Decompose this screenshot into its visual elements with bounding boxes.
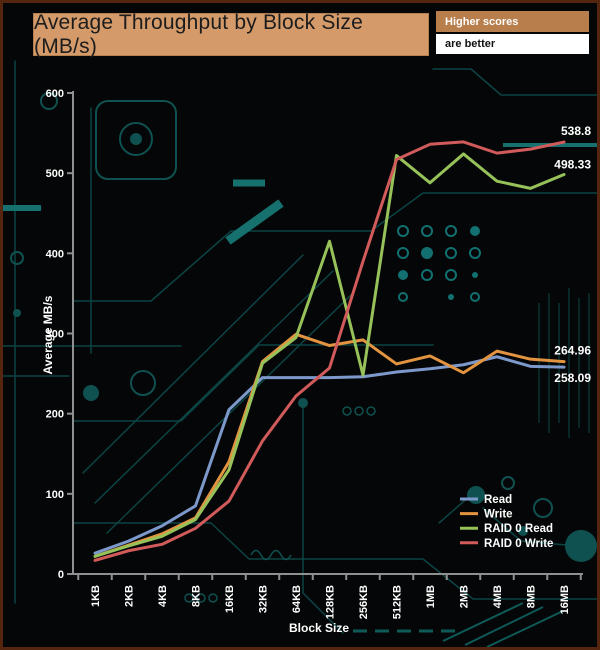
y-tick-label: 0: [58, 569, 64, 581]
legend-label-write: Write: [484, 509, 513, 521]
x-tick-label: 8KB: [191, 585, 203, 607]
legend-label-read: Read: [484, 494, 512, 506]
end-label-write: 264.96: [554, 344, 591, 358]
y-tick-label: 300: [46, 329, 64, 341]
throughput-line-chart: 0 100 200 300 400 500 600 1KB 2KB 4KB 8KB 16KB 32KB…: [41, 88, 591, 635]
circuit-background: [3, 60, 597, 647]
x-axis-title: Block Size: [289, 621, 349, 635]
note-are-better: are better: [436, 34, 589, 54]
x-tick-label: 16MB: [559, 585, 571, 614]
y-tick-label: 200: [46, 409, 64, 421]
end-label-raid-0-read: 498.33: [554, 158, 591, 172]
y-tick-label: 600: [46, 88, 64, 100]
x-tick-label: 8MB: [526, 585, 538, 608]
x-tick-label: 512KB: [392, 585, 404, 619]
x-tick-label: 64KB: [291, 585, 303, 613]
x-tick-label: 4MB: [492, 585, 504, 608]
x-tick-label: 4KB: [157, 585, 169, 607]
y-tick-label: 400: [46, 248, 64, 260]
y-axis-title: Average MB/s: [41, 295, 55, 374]
x-tick-label: 32KB: [258, 585, 270, 613]
x-tick-label: 1KB: [90, 585, 102, 607]
note-higher-scores: Higher scores: [436, 11, 589, 32]
x-tick-label: 16KB: [224, 585, 236, 613]
series-line-write: [93, 332, 566, 558]
end-label-raid-0-write: 538.8: [561, 124, 591, 138]
x-tick-label: 1MB: [425, 585, 437, 608]
y-tick-label: 500: [46, 168, 64, 180]
series-line-raid-0-write: [93, 140, 566, 562]
y-tick-label: 100: [46, 489, 64, 501]
x-tick-label: 256KB: [358, 585, 370, 619]
legend-label-raid-0-write: RAID 0 Write: [484, 538, 553, 550]
x-tick-label: 2MB: [459, 585, 471, 608]
x-tick-label: 2KB: [124, 585, 136, 607]
series-line-raid-0-read: [93, 152, 566, 558]
chart-title: Average Throughput by Block Size (MB/s): [33, 11, 429, 58]
x-tick-label: 128KB: [325, 585, 337, 619]
legend-label-raid-0-read: RAID 0 Read: [484, 523, 553, 535]
end-label-read: 258.09: [554, 371, 591, 385]
